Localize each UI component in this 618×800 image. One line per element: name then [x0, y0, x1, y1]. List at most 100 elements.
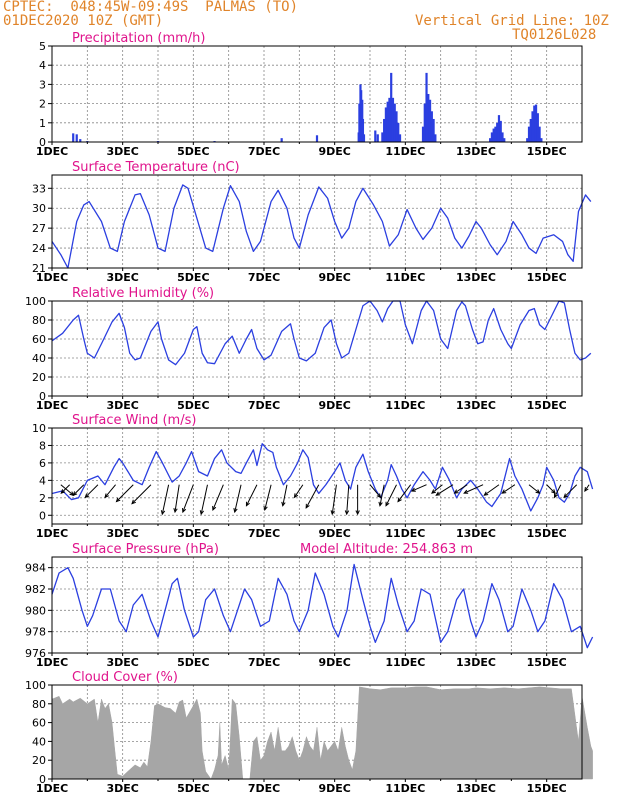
wind-vector-head	[84, 493, 90, 499]
wind-vector-head	[378, 501, 383, 507]
wind-vector-head	[435, 491, 441, 496]
wind-vector	[454, 484, 468, 494]
wind-vector-head	[330, 510, 335, 516]
precip-bar	[72, 133, 75, 142]
precip-bar	[531, 111, 534, 142]
precip-bar	[430, 111, 433, 142]
wind-vector	[305, 484, 320, 509]
precip-bar	[489, 138, 492, 142]
precip-bar	[421, 126, 425, 142]
wind-vector-head	[60, 489, 66, 494]
precip-frame	[51, 45, 583, 143]
model-code: TQ0126L028	[512, 27, 597, 43]
precip-bar	[526, 138, 529, 142]
rh-series-line	[51, 300, 592, 366]
precip-bar	[423, 103, 426, 142]
wind-vector-head	[305, 503, 310, 509]
wind-vector-head	[453, 489, 459, 494]
cloud-ytick-label: 0	[39, 773, 46, 786]
rh-xtick-label: 7DEC	[248, 399, 280, 412]
wind-vector-head	[199, 510, 205, 516]
wind-xtick-label: 5DEC	[177, 527, 209, 540]
precip-ytick-label: 4	[39, 59, 46, 72]
precip-bar	[374, 130, 377, 142]
temp-series-line	[51, 184, 592, 269]
wind-vector-head	[281, 501, 286, 507]
precip-bar	[499, 120, 502, 142]
wind-vector	[174, 484, 180, 513]
wind-vector-head	[463, 489, 469, 494]
wind-ytick-label: 6	[39, 457, 46, 470]
temp-xtick-label: 13DEC	[456, 271, 496, 284]
wind-vector-head	[212, 505, 217, 511]
wind-vector	[72, 484, 85, 496]
wind-ytick-label: 10	[32, 422, 46, 435]
precip-bar	[386, 101, 389, 142]
press-ytick-label: 978	[25, 626, 46, 639]
wind-vector-head	[131, 499, 136, 505]
press-xtick-label: 5DEC	[177, 656, 209, 669]
precip-bar	[529, 118, 532, 142]
precip-bar	[533, 105, 536, 142]
temp-xtick-label: 15DEC	[527, 271, 567, 284]
wind-vector-head	[397, 497, 402, 503]
wind-vector	[161, 484, 170, 515]
precip-bar	[393, 103, 396, 142]
temp-ytick-label: 30	[32, 202, 46, 215]
wind-vector	[483, 484, 500, 496]
wind-vector-head	[535, 489, 541, 494]
press-ytick-label: 984	[25, 562, 46, 575]
wind-frame	[51, 427, 583, 525]
wind-vector	[104, 484, 116, 498]
rh-ytick-label: 0	[39, 390, 46, 403]
wind-vector-head	[104, 493, 109, 499]
wind-vector	[528, 484, 540, 494]
wind-vector	[84, 484, 99, 498]
wind-vector	[212, 484, 224, 511]
temp-ytick-label: 33	[32, 182, 46, 195]
rh-xtick-label: 3DEC	[106, 399, 138, 412]
precip-xtick-label: 3DEC	[106, 145, 138, 158]
precip-bar	[315, 135, 319, 142]
wind-vector-head	[115, 497, 121, 503]
cloud-xtick-label: 9DEC	[318, 782, 350, 795]
precip-bar	[492, 128, 495, 142]
precip-bar	[75, 134, 78, 142]
wind-title: Surface Wind (m/s)	[72, 413, 196, 428]
temp-xtick-label: 5DEC	[177, 271, 209, 284]
temp-ytick-label: 21	[32, 262, 46, 275]
press-ytick-label: 976	[25, 647, 46, 660]
press-subtitle: Model Altitude: 254.863 m	[300, 542, 473, 557]
wind-vector	[264, 484, 272, 511]
rh-xtick-label: 11DEC	[385, 399, 425, 412]
precip-bar	[398, 134, 402, 142]
press-xtick-label: 3DEC	[106, 656, 138, 669]
run-date: 01DEC2020 10Z (GMT)	[3, 13, 164, 29]
wind-xtick-label: 13DEC	[456, 527, 496, 540]
temp-ytick-label: 24	[32, 242, 46, 255]
cloud-area	[51, 686, 593, 780]
rh-title: Relative Humidity (%)	[72, 286, 214, 301]
wind-series-line	[51, 443, 594, 512]
wind-ytick-label: 8	[39, 439, 46, 452]
wind-ytick-label: 2	[39, 492, 46, 505]
cloud-title: Cloud Cover (%)	[72, 670, 178, 685]
precip-xtick-label: 7DEC	[248, 145, 280, 158]
wind-vector-head	[182, 507, 187, 514]
precip-xtick-label: 1DEC	[36, 145, 68, 158]
wind-ytick-label: 4	[39, 474, 46, 487]
wind-xtick-label: 1DEC	[36, 527, 68, 540]
wind-vector-head	[584, 486, 589, 492]
rh-xtick-label: 5DEC	[177, 399, 209, 412]
precip-ytick-label: 0	[39, 136, 46, 149]
cloud-xtick-label: 15DEC	[527, 782, 567, 795]
wind-vector	[234, 484, 242, 513]
precip-bar	[490, 132, 493, 142]
precip-xtick-label: 13DEC	[456, 145, 496, 158]
press-xtick-label: 9DEC	[318, 656, 350, 669]
precip-bar	[362, 134, 366, 142]
press-series-line	[51, 563, 594, 649]
wind-vector-head	[233, 508, 238, 514]
wind-vector-head	[563, 493, 569, 499]
press-xtick-label: 11DEC	[385, 656, 425, 669]
